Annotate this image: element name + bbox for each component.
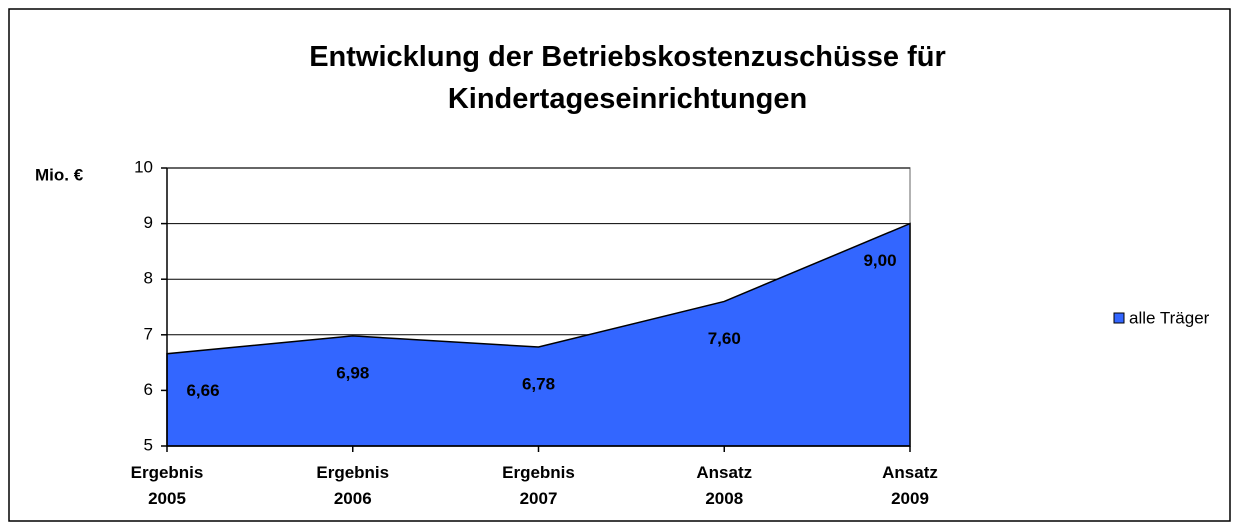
x-tick-label: Ansatz 2008 <box>696 463 753 508</box>
data-label: 6,98 <box>336 363 369 382</box>
data-label: 6,78 <box>522 375 555 394</box>
y-tick-label: 5 <box>144 435 153 454</box>
x-tick-label: Ergebnis 2007 <box>502 463 575 508</box>
y-tick-label: 7 <box>144 324 153 343</box>
y-tick-label: 6 <box>144 380 153 399</box>
data-label: 6,66 <box>186 381 219 400</box>
y-tick-label: 8 <box>144 269 153 288</box>
y-axis-label: Mio. € <box>35 165 84 184</box>
y-tick-label: 10 <box>134 157 153 176</box>
legend-swatch <box>1113 312 1125 324</box>
y-tick-label: 9 <box>144 213 153 232</box>
x-tick-label: Ergebnis 2006 <box>316 463 390 508</box>
legend-label: alle Träger <box>1129 308 1210 327</box>
data-label: 9,00 <box>863 251 896 270</box>
area <box>166 222 911 447</box>
x-tick-label: Ansatz 2009 <box>882 463 938 508</box>
x-tick-label: Ergebnis 2005 <box>130 463 204 508</box>
chart-title: Entwicklung der Betriebskostenzuschüsse … <box>309 41 946 115</box>
data-label: 7,60 <box>708 329 741 348</box>
